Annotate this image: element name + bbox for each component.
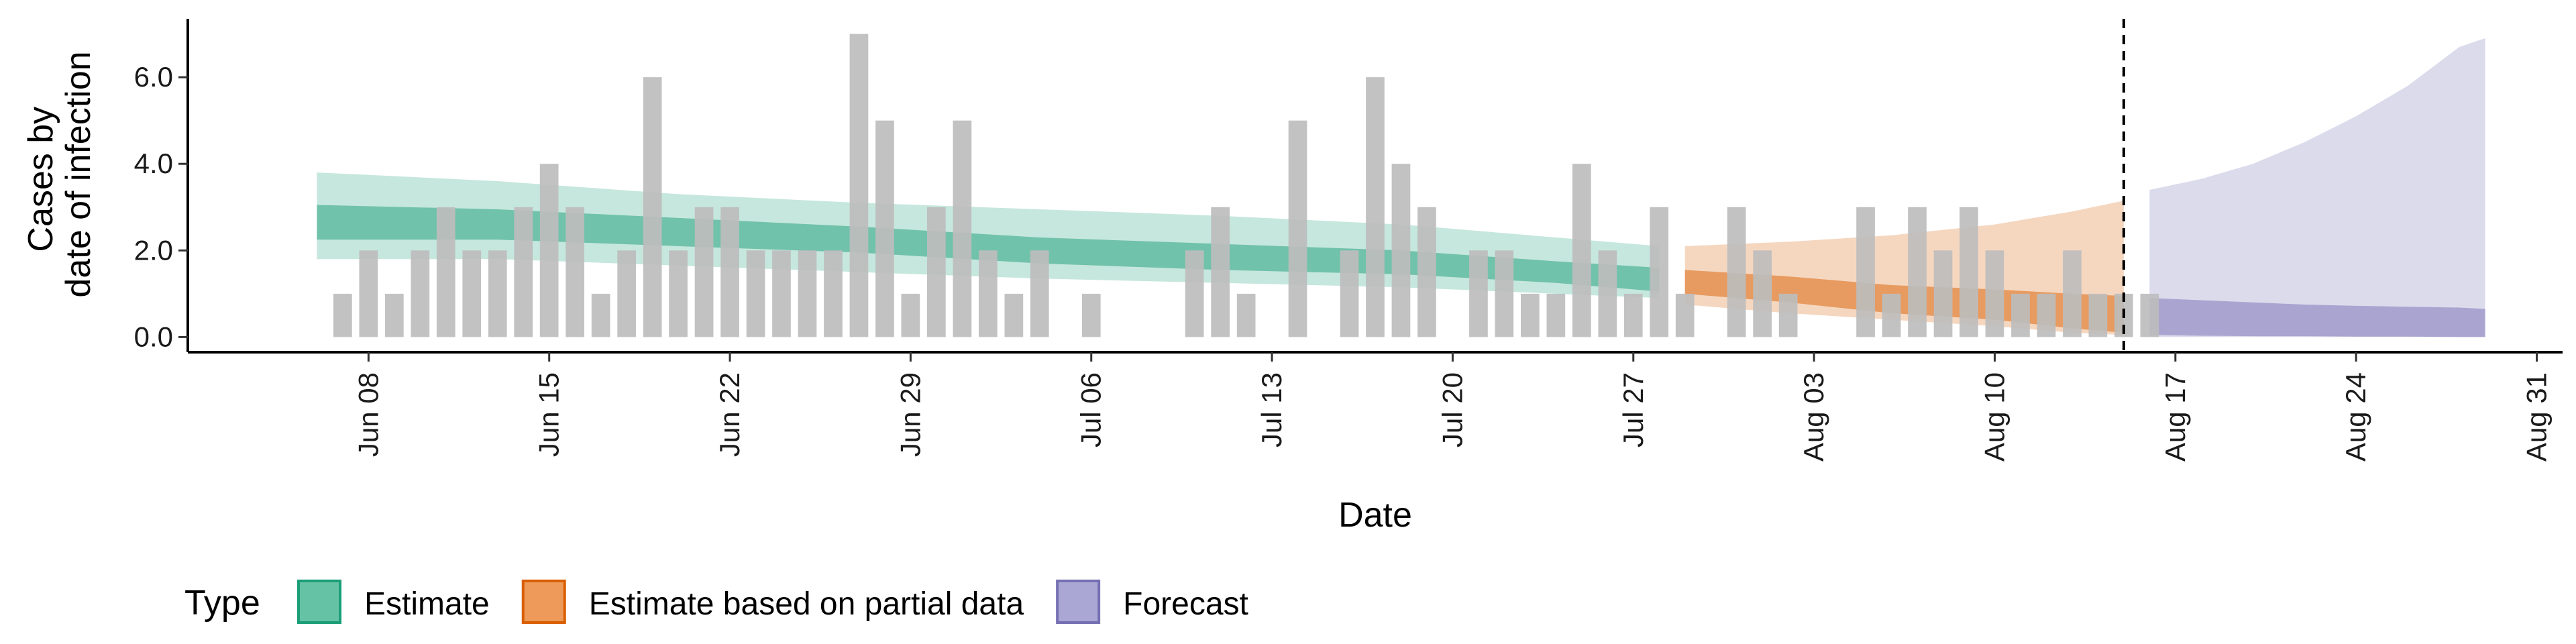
legend-key	[1056, 580, 1101, 624]
bar	[436, 207, 455, 337]
forecast-inner-band	[2149, 298, 2485, 337]
bar	[953, 120, 972, 337]
bar	[359, 250, 378, 337]
x-tick-label: Jul 20	[1436, 372, 1468, 447]
x-tick-label: Jul 27	[1617, 372, 1649, 447]
legend: Type Estimate Estimate based on partial d…	[184, 580, 1248, 624]
bars	[333, 34, 2159, 337]
bar	[1675, 293, 1695, 337]
y-axis-title: Cases by date of infection	[21, 51, 98, 297]
y-tick-label: 2.0	[134, 234, 173, 266]
x-tick-label: Jun 15	[533, 372, 565, 457]
y-tick-label: 6.0	[134, 61, 173, 93]
bar	[669, 250, 688, 337]
x-tick-label: Jul 06	[1075, 372, 1107, 447]
bar	[1521, 293, 1540, 337]
bar	[979, 250, 998, 337]
bar	[385, 293, 404, 337]
bar	[2140, 293, 2159, 337]
legend-title: Type	[184, 584, 260, 623]
legend-label: Estimate	[364, 586, 490, 622]
bar	[488, 250, 507, 337]
bar	[1650, 207, 1669, 337]
x-tick-label: Jun 22	[714, 372, 745, 457]
x-tick-label: Aug 03	[1798, 372, 1829, 462]
bar	[1185, 250, 1204, 337]
bar	[1469, 250, 1488, 337]
bar	[1753, 250, 1772, 337]
y-tick-label: 0.0	[134, 321, 173, 352]
bar	[2063, 250, 2082, 337]
bar	[1985, 250, 2004, 337]
bar	[1778, 293, 1798, 337]
bar	[1856, 207, 1875, 337]
bar	[2037, 293, 2056, 337]
axes	[186, 19, 2563, 354]
bar	[333, 293, 352, 337]
legend-key	[521, 580, 566, 624]
x-tick-label: Aug 31	[2521, 372, 2553, 462]
bar	[694, 207, 714, 337]
bar	[1236, 293, 1256, 337]
bar	[746, 250, 765, 337]
y-tick-label: 4.0	[134, 148, 173, 179]
bar	[411, 250, 430, 337]
bar	[720, 207, 739, 337]
bar	[1417, 207, 1436, 337]
x-axis-ticks: Jun 08 Jun 15 Jun 22 Jun 29 Jul 06 Jul 13 Jul …	[352, 352, 2553, 462]
x-tick-label: Jun 29	[894, 372, 926, 457]
bar	[1340, 250, 1359, 337]
legend-key	[297, 580, 341, 624]
x-tick-label: Aug 24	[2340, 372, 2371, 462]
bar	[1288, 120, 1307, 337]
bar	[539, 164, 559, 337]
bar	[643, 77, 662, 337]
bar	[462, 250, 482, 337]
bar	[1366, 77, 1385, 337]
y-axis-ticks: 0.0 2.0 4.0 6.0	[134, 61, 188, 352]
legend-label: Estimate based on partial data	[589, 586, 1024, 622]
y-axis-title-line-2: date of infection	[59, 51, 98, 297]
x-tick-label: Aug 17	[2159, 372, 2191, 462]
legend-label: Forecast	[1123, 586, 1248, 622]
bar	[1727, 207, 1746, 337]
bar	[1211, 207, 1230, 337]
bar	[901, 293, 920, 337]
bar	[566, 207, 584, 337]
x-axis-title: Date	[1338, 496, 1412, 535]
bar	[591, 293, 610, 337]
x-tick-label: Jun 08	[352, 372, 384, 457]
bar	[514, 207, 533, 337]
bar	[849, 34, 869, 337]
bar	[1081, 293, 1101, 337]
bar	[1623, 293, 1643, 337]
bar	[1495, 250, 1514, 337]
bar	[1030, 250, 1049, 337]
bar	[1933, 250, 1953, 337]
bar	[824, 250, 843, 337]
bar	[798, 250, 817, 337]
bar	[2011, 293, 2030, 337]
y-axis-title-line-1: Cases by	[21, 107, 60, 252]
bar	[1004, 293, 1024, 337]
bar	[1572, 164, 1591, 337]
bar	[1391, 164, 1411, 337]
bar	[927, 207, 946, 337]
bar	[2088, 293, 2108, 337]
x-tick-label: Aug 10	[1978, 372, 2010, 462]
bar	[875, 120, 894, 337]
x-tick-label: Jul 13	[1256, 372, 1287, 447]
forecast-outer-band	[2149, 38, 2485, 337]
bar	[1546, 293, 1566, 337]
bar	[617, 250, 636, 337]
bar	[1908, 207, 1927, 337]
bar	[1960, 207, 1978, 337]
bar	[1598, 250, 1617, 337]
bar	[772, 250, 791, 337]
bar	[1882, 293, 1901, 337]
